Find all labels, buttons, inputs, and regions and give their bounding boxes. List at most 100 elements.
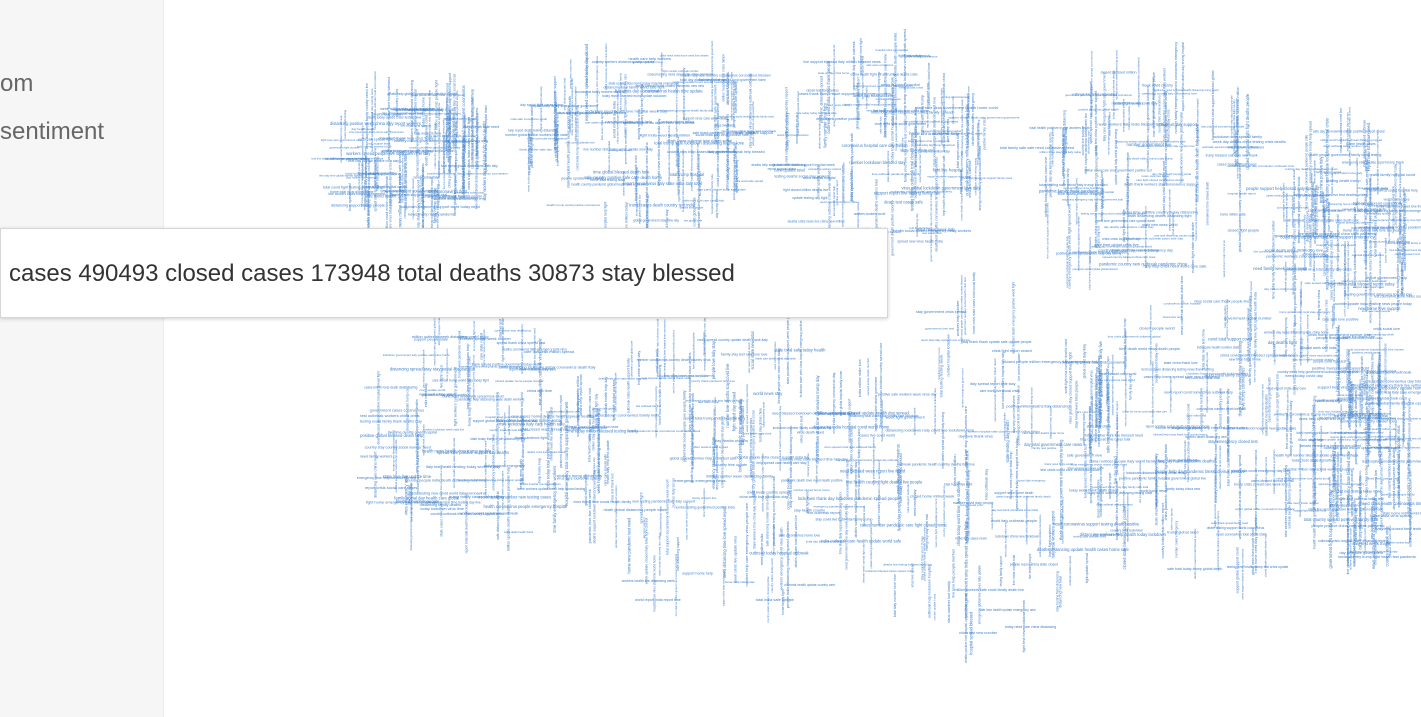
cloud-word[interactable]: trump crisis spread care week love <box>1234 483 1288 487</box>
cloud-word[interactable]: death home government covid <box>424 115 428 166</box>
cloud-word[interactable]: china distancing lockdown global coronav… <box>499 365 596 370</box>
cloud-word[interactable]: coronavirus lockdown virus people people <box>1308 208 1383 213</box>
cloud-word[interactable]: fight week number safe spread <box>398 152 402 202</box>
cloud-word[interactable]: report support china <box>768 167 797 171</box>
cloud-word[interactable]: time hospital people love stay family lo… <box>685 398 745 402</box>
cloud-word[interactable]: total family safe safe need coronavirus … <box>1000 146 1074 150</box>
cloud-word[interactable]: virus thank love social health family <box>573 500 631 504</box>
cloud-word[interactable]: workers positive people home time today … <box>387 77 391 160</box>
cloud-word[interactable]: state update stay home today hospital em… <box>609 81 680 85</box>
cloud-word[interactable]: death today closed crisis testing new <box>368 115 422 119</box>
cloud-word[interactable]: day deaths fight <box>1268 340 1298 345</box>
cloud-word[interactable]: world global today <box>1064 126 1068 153</box>
cloud-word[interactable]: social state new total <box>750 331 755 369</box>
cloud-word[interactable]: deaths coronavirus italy emergency total… <box>502 348 567 352</box>
cloud-word[interactable]: death test cases safe <box>884 199 923 204</box>
cloud-word[interactable]: million state stay day italy today <box>1039 150 1082 154</box>
cloud-word[interactable]: need world safe government global help h… <box>433 305 437 365</box>
cloud-word[interactable]: deaths covid thank hospital people <box>427 195 482 199</box>
cloud-word[interactable]: care social trump world italy today figh… <box>432 379 489 383</box>
cloud-word[interactable]: outbreak today workers coronavirus <box>1038 514 1042 557</box>
cloud-word[interactable]: day deaths lockdown world government dea… <box>1151 361 1155 424</box>
cloud-word[interactable]: testing support outbreak <box>1271 329 1275 358</box>
cloud-word[interactable]: government need virus care safe hospital <box>1057 190 1114 194</box>
cloud-word[interactable]: care virus total help day <box>388 192 392 230</box>
cloud-word[interactable]: cases virus crisis news stay cases fight <box>1328 230 1333 300</box>
cloud-word[interactable]: love stay time hospital lockdown help <box>465 343 470 410</box>
cloud-word[interactable]: coronavirus test spread time distancing <box>416 434 420 495</box>
cloud-word[interactable]: country italy outbreak <box>1369 434 1397 438</box>
cloud-word[interactable]: day health people <box>351 127 376 131</box>
cloud-word[interactable]: india million support deaths country <box>437 160 441 204</box>
cloud-word[interactable]: number death distancing new <box>1185 435 1227 439</box>
cloud-word[interactable]: government government news death closed … <box>1065 93 1132 97</box>
cloud-word[interactable]: people closed hospital virus <box>1089 370 1093 411</box>
cloud-word[interactable]: workers workers pandemic thank number to… <box>1369 240 1373 323</box>
cloud-word[interactable]: india positive people lockdown positive … <box>1378 302 1382 356</box>
cloud-word[interactable]: social emergency million thank <box>1107 115 1111 155</box>
cloud-word[interactable]: live crisis day china total <box>615 89 659 94</box>
cloud-word[interactable]: safe news coronavirus <box>866 63 893 67</box>
cloud-word[interactable]: fight live hospital <box>933 167 963 172</box>
cloud-word[interactable]: testing total crisis <box>900 86 924 90</box>
cloud-word[interactable]: closed support coronavirus social <box>1367 178 1372 236</box>
cloud-word[interactable]: covid positive country covid state cases… <box>716 103 720 187</box>
cloud-word[interactable]: day china support week test <box>382 111 423 115</box>
cloud-word[interactable]: family trump fight italy <box>595 394 599 427</box>
cloud-word[interactable]: death day total workers <box>853 93 893 98</box>
cloud-word[interactable]: virus virus hospital today total <box>1318 410 1355 414</box>
cloud-word[interactable]: number number italy <box>1386 540 1410 544</box>
cloud-word[interactable]: distancing state spread covid government… <box>698 78 766 82</box>
cloud-word[interactable]: today pandemic deaths workers total <box>874 179 878 238</box>
cloud-word[interactable]: pandemic distancing spread <box>819 76 823 123</box>
cloud-word[interactable]: cases hospital test need <box>1217 162 1257 166</box>
cloud-word[interactable]: country love china workers <box>1158 95 1162 133</box>
cloud-word[interactable]: government global number <box>1224 315 1272 320</box>
cloud-word[interactable]: positive workers total <box>1368 203 1397 207</box>
cloud-word[interactable]: news outbreak italy testing state <box>370 88 374 131</box>
cloud-word[interactable]: hospital million day social workers supp… <box>1283 468 1355 472</box>
cloud-word[interactable]: spread support china <box>364 171 401 176</box>
cloud-word[interactable]: day test thank crisis india week thank <box>992 508 1039 512</box>
cloud-word[interactable]: emergency time hospital outbreak test <box>357 476 416 480</box>
cloud-word[interactable]: stay day spread <box>446 112 450 131</box>
cloud-word[interactable]: total outbreak stay <box>985 469 989 500</box>
cloud-word[interactable]: india stay report report world need <box>1074 178 1078 225</box>
cloud-word[interactable]: spread home fight <box>639 492 644 524</box>
cloud-word[interactable]: new italy spread world family covid <box>1062 134 1066 186</box>
cloud-word[interactable]: cases death distancing pandemic virus co… <box>1298 289 1302 366</box>
cloud-word[interactable]: safe people state people update live clo… <box>556 111 612 115</box>
cloud-word[interactable]: need today covid day <box>1285 373 1323 378</box>
cloud-word[interactable]: time today million blessed testing famil… <box>566 429 639 434</box>
cloud-word[interactable]: thank virus help <box>1298 438 1323 442</box>
cloud-word[interactable]: distancing government italy covid blesse… <box>1136 57 1140 107</box>
cloud-word[interactable]: state social day closed live million <box>658 532 662 576</box>
cloud-word[interactable]: love fight blessed <box>1327 202 1331 231</box>
cloud-word[interactable]: country news crisis pandemic <box>1351 226 1394 230</box>
cloud-word[interactable]: update news safe help support support wo… <box>614 485 618 549</box>
cloud-word[interactable]: india day trump test testing <box>806 539 842 543</box>
cloud-word[interactable]: workers emergency covid virus death <box>780 527 784 590</box>
cloud-word[interactable]: closed lockdown week <box>1312 252 1316 281</box>
cloud-word[interactable]: help crisis hospital <box>1316 170 1342 174</box>
cloud-word[interactable]: care total distancing country covid <box>1154 233 1195 237</box>
cloud-word[interactable]: government cases coronavirus <box>370 408 424 413</box>
cloud-word[interactable]: care workers million family need covid t… <box>721 129 776 133</box>
cloud-word[interactable]: country time lockdown cases coronavirus <box>942 485 946 537</box>
cloud-word[interactable]: deaths outbreak china fight testing worl… <box>1343 241 1347 297</box>
cloud-word[interactable]: news thank spread family need <box>1211 521 1249 525</box>
cloud-word[interactable]: update workers government global total <box>869 521 873 568</box>
cloud-word[interactable]: need emergency emergency test spread <box>1284 192 1288 239</box>
cloud-word[interactable]: world live crisis global india blessed <box>1398 210 1402 264</box>
cloud-word[interactable]: support coronavirus deaths day testing h… <box>1181 42 1185 111</box>
cloud-word[interactable]: crisis today day trump spread test <box>915 143 955 147</box>
cloud-word[interactable]: support time new emergency love virus fa… <box>431 196 486 200</box>
cloud-word[interactable]: week world coronavirus india deaths toda… <box>1238 455 1242 539</box>
cloud-word[interactable]: coronavirus outbreak love <box>421 194 464 198</box>
cloud-word[interactable]: number million new <box>876 97 902 101</box>
cloud-word[interactable]: government care workers safe world total <box>1275 234 1339 238</box>
cloud-word[interactable]: safe government new <box>1067 453 1103 457</box>
cloud-word[interactable]: positive test report family government <box>1363 503 1367 551</box>
cloud-word[interactable]: fight crisis home death thank million wo… <box>501 291 505 362</box>
cloud-word[interactable]: state safe virus government health home … <box>915 105 998 110</box>
